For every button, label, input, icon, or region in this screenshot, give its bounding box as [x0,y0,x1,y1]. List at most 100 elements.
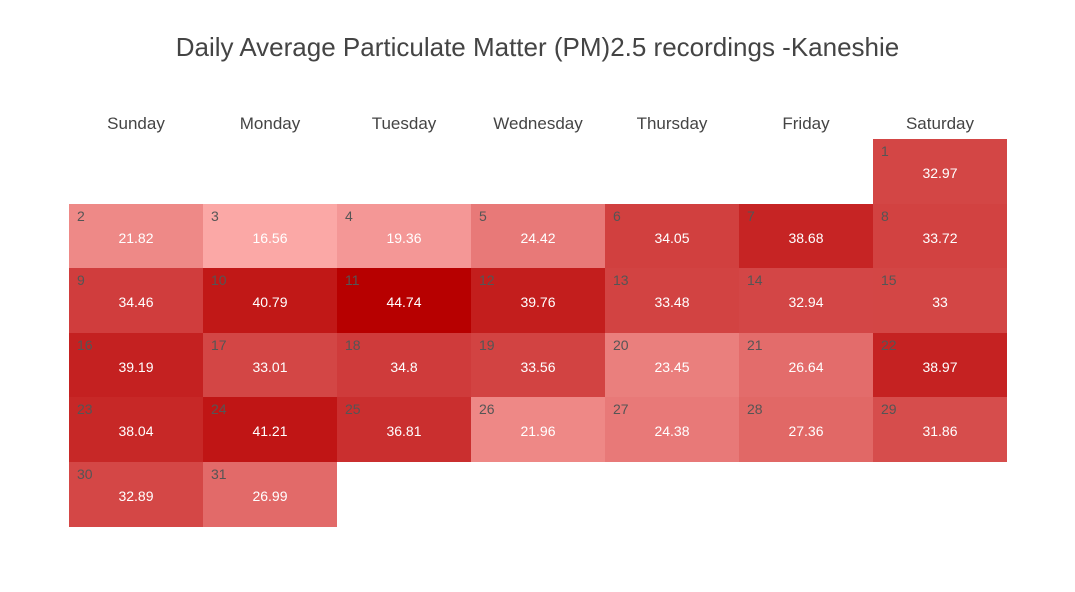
day-number-label: 28 [747,401,763,418]
day-value-label: 38.68 [788,229,824,246]
weekday-label-thursday: Thursday [636,114,708,133]
day-cell: 24 41.21 [203,397,337,462]
day-number-label: 14 [747,272,763,289]
day-cell: 25 36.81 [337,397,471,462]
day-number-label: 20 [613,336,629,353]
day-number-label: 13 [613,272,629,289]
day-cell: 5 24.42 [471,203,605,269]
day-cell: 8 33.72 [873,203,1007,269]
weekday-label-saturday: Saturday [905,114,975,133]
day-number-label: 1 [881,143,889,159]
day-value-label: 21.82 [118,229,154,246]
day-number-label: 6 [613,207,621,224]
day-value-label: 34.8 [390,358,418,375]
day-number-label: 10 [211,272,227,289]
day-number-label: 12 [479,272,495,289]
day-value-label: 33 [932,294,948,311]
day-cell: 26 21.96 [471,397,605,462]
day-number-label: 21 [747,336,763,353]
day-value-label: 38.04 [118,423,154,440]
day-value-label: 23.45 [654,358,690,375]
day-cell: 9 34.46 [69,268,203,333]
day-cell: 27 24.38 [605,397,739,462]
day-number-label: 22 [881,336,897,353]
day-value-label: 31.86 [922,423,958,440]
day-cell: 16 39.19 [69,332,203,398]
day-value-label: 33.48 [654,294,690,311]
day-number-label: 15 [881,272,897,289]
day-cell: 2 21.82 [69,203,203,269]
day-cell: 28 27.36 [739,397,873,462]
day-cell: 22 38.97 [873,332,1007,398]
day-cell: 29 31.86 [873,397,1007,462]
weekday-label-monday: Monday [239,114,301,133]
day-number-label: 27 [613,401,629,418]
day-cell: 23 38.04 [69,397,203,462]
day-number-label: 18 [345,336,361,353]
day-cell: 14 32.94 [739,268,873,333]
day-cell: 3 16.56 [203,203,337,269]
day-value-label: 32.89 [118,488,154,504]
day-value-label: 34.05 [654,229,690,246]
day-cell: 6 34.05 [605,203,739,269]
day-number-label: 4 [345,207,353,224]
day-value-label: 19.36 [386,229,422,246]
day-value-label: 26.64 [788,358,824,375]
day-cell: 7 38.68 [739,203,873,269]
day-value-label: 33.56 [520,358,556,375]
day-number-label: 11 [345,272,360,289]
day-cell: 10 40.79 [203,268,337,333]
day-number-label: 9 [77,272,85,289]
day-value-label: 33.72 [922,229,958,246]
day-cell: 20 23.45 [605,332,739,398]
day-number-label: 23 [77,401,93,418]
day-number-label: 29 [881,401,897,418]
day-value-label: 41.21 [252,423,288,440]
day-value-label: 32.94 [788,294,824,311]
weekday-label-friday: Friday [782,114,830,133]
day-number-label: 25 [345,401,361,418]
day-cell: 13 33.48 [605,268,739,333]
day-number-label: 16 [77,336,93,353]
day-value-label: 44.74 [386,294,422,311]
day-number-label: 19 [479,336,495,353]
day-number-label: 26 [479,401,495,418]
day-number-label: 30 [77,466,93,482]
day-cell: 11 44.74 [337,268,471,333]
day-value-label: 39.76 [520,294,556,311]
day-number-label: 3 [211,207,219,224]
day-value-label: 34.46 [118,294,154,311]
day-value-label: 27.36 [788,423,824,440]
day-value-label: 33.01 [252,358,288,375]
day-value-label: 40.79 [252,294,288,311]
day-cell: 17 33.01 [203,332,337,398]
chart-title: Daily Average Particulate Matter (PM)2.5… [175,32,900,62]
day-cell: 15 33 [873,268,1007,333]
day-value-label: 16.56 [252,229,288,246]
day-number-label: 31 [211,466,227,482]
day-cell: 4 19.36 [337,203,471,269]
day-value-label: 36.81 [386,423,422,440]
day-value-label: 21.96 [520,423,556,440]
weekday-label-sunday: Sunday [107,114,165,133]
day-cell: 12 39.76 [471,268,605,333]
day-number-label: 7 [747,207,755,224]
day-value-label: 39.19 [118,358,154,375]
day-value-label: 24.42 [520,229,556,246]
day-number-label: 17 [211,336,227,353]
day-value-label: 32.97 [922,165,958,181]
day-cell: 1 32.97 [873,139,1007,204]
day-value-label: 26.99 [252,488,288,504]
day-cell: 19 33.56 [471,332,605,398]
weekday-label-wednesday: Wednesday [493,114,583,133]
day-cell: 30 32.89 [69,462,203,527]
day-number-label: 8 [881,207,889,224]
day-number-label: 5 [479,207,487,224]
day-cell: 31 26.99 [203,462,337,527]
day-value-label: 24.38 [654,423,690,440]
day-cell: 21 26.64 [739,332,873,398]
weekday-label-tuesday: Tuesday [371,114,437,133]
day-cell: 18 34.8 [337,332,471,398]
day-number-label: 2 [77,207,85,224]
